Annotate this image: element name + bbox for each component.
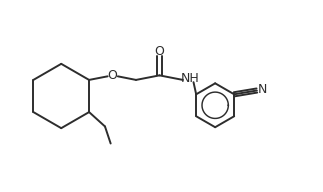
Text: O: O bbox=[154, 45, 164, 58]
Text: NH: NH bbox=[180, 72, 199, 85]
Text: N: N bbox=[257, 83, 267, 96]
Text: O: O bbox=[108, 69, 118, 82]
